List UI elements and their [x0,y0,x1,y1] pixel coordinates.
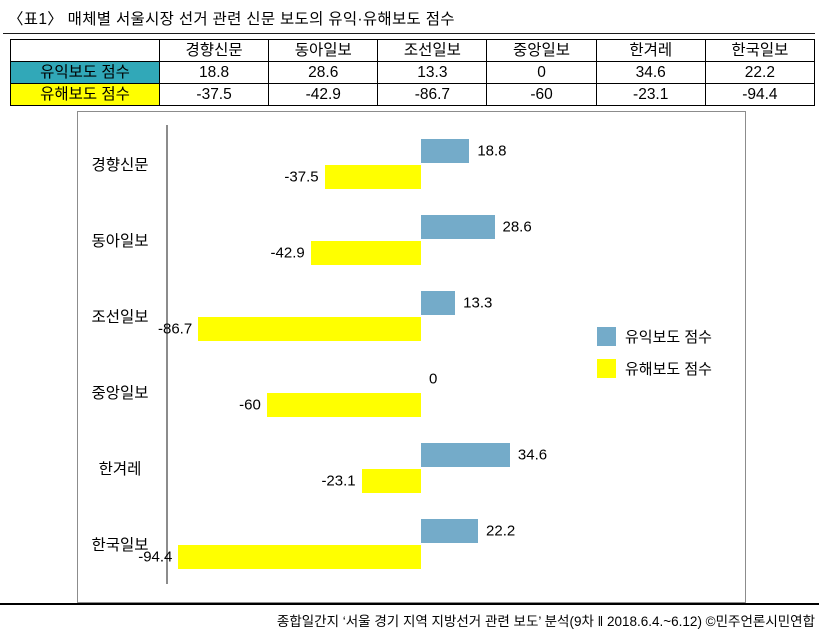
harm-bar [324,165,421,189]
score-cell: -60 [486,83,597,106]
score-table: 경향신문 동아일보 조선일보 중앙일보 한겨레 한국일보 유익보도 점수 18.8 28.6 13… [10,39,816,106]
value-label: -94.4 [138,548,173,566]
benefit-bar [421,443,510,467]
legend-item: 유해보도 점수 [597,358,712,379]
benefit-bar [421,215,495,239]
column-header: 한국일보 [704,39,816,62]
score-cell: -37.5 [158,83,270,106]
score-cell: 34.6 [595,61,706,84]
score-cell: -94.4 [704,83,816,106]
value-label: -86.7 [157,320,193,338]
score-cell: -23.1 [595,83,706,106]
chart-plot-area: 경향신문 18.8 -37.5 동아일보 28.6 -42.9 조선일보 13.3 -86.7 중… [77,111,746,603]
harm-bar [198,317,421,341]
legend-swatch-benefit [597,327,616,346]
legend-swatch-harm [597,359,616,378]
category-label: 중앙일보 [91,385,149,402]
row-label: 유익보도 점수 [10,61,160,84]
score-cell: 13.3 [377,61,488,84]
value-label: -23.1 [321,472,356,490]
column-header: 조선일보 [377,39,488,62]
row-label: 유해보도 점수 [10,83,160,106]
title-divider [3,33,815,34]
category-label: 한겨레 [98,461,142,478]
value-label: 0 [429,370,438,388]
score-cell: 22.2 [704,61,816,84]
value-label: -42.9 [270,244,305,262]
value-label: 22.2 [486,522,516,540]
legend-label: 유해보도 점수 [625,361,712,378]
legend-label: 유익보도 점수 [625,329,712,346]
column-header: 중앙일보 [486,39,597,62]
value-label: -60 [239,396,261,414]
harm-bar [266,393,421,417]
column-header: 한겨레 [595,39,706,62]
benefit-bar [421,291,456,315]
page-title: 〈표1〉 매체별 서울시장 선거 관련 신문 보도의 유익·유해보도 점수 [8,11,455,28]
value-label: 18.8 [477,142,507,160]
table-row: 유해보도 점수 -37.5 -42.9 -86.7 -60 -23.1 -94.4 [10,83,816,106]
value-label: 28.6 [502,218,532,236]
y-axis-line [166,125,168,584]
score-cell: 0 [486,61,597,84]
column-header: 동아일보 [268,39,379,62]
category-label: 동아일보 [91,233,149,250]
column-header [10,39,160,62]
score-cell: 18.8 [158,61,270,84]
value-label: 34.6 [517,446,548,464]
value-label: 13.3 [463,294,493,312]
harm-bar [178,545,421,569]
bottom-divider [0,603,819,605]
category-label: 경향신문 [91,157,149,174]
category-label: 조선일보 [91,309,149,326]
score-cell: 28.6 [268,61,379,84]
table-header-row: 경향신문 동아일보 조선일보 중앙일보 한겨레 한국일보 [10,39,816,62]
benefit-bar [421,139,470,163]
harm-bar [361,469,421,493]
benefit-bar [421,519,479,543]
table-row: 유익보도 점수 18.8 28.6 13.3 0 34.6 22.2 [10,61,816,84]
value-label: -37.5 [284,168,319,186]
legend-item: 유익보도 점수 [597,326,712,347]
score-cell: -86.7 [377,83,488,106]
category-label: 한국일보 [91,537,149,554]
column-header: 경향신문 [158,39,270,62]
chart-caption: 종합일간지 ‘서울 경기 지역 지방선거 관련 보도’ 분석(9차 ‖ 2018… [276,614,815,629]
harm-bar [310,241,421,265]
score-cell: -42.9 [268,83,379,106]
